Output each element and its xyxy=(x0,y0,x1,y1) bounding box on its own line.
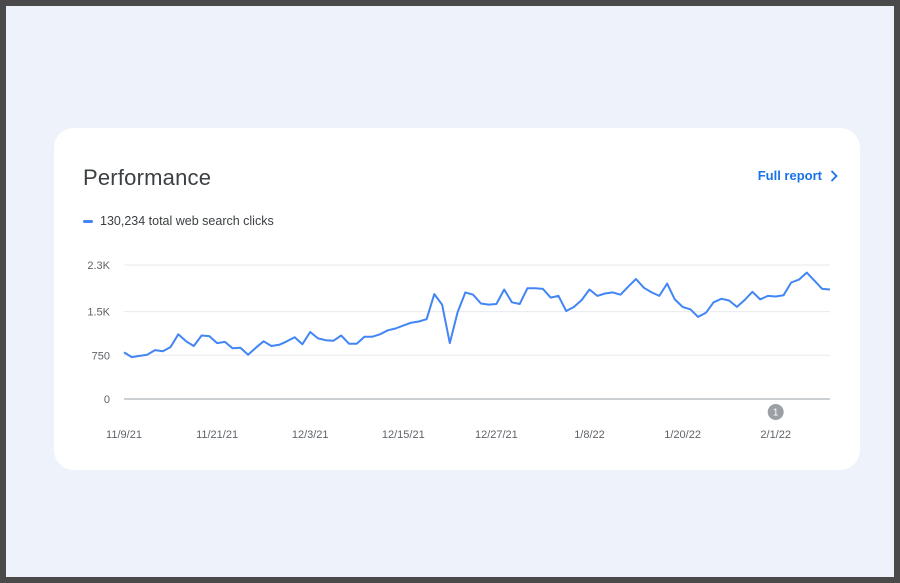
x-tick-label: 1/20/22 xyxy=(664,429,701,441)
full-report-label: Full report xyxy=(757,168,822,183)
x-tick-label: 12/3/21 xyxy=(292,429,329,441)
clicks-series-line xyxy=(123,271,831,359)
page-background: Performance Full report 130,234 total we… xyxy=(6,6,894,577)
y-tick-label: 1.5K xyxy=(87,307,110,319)
annotation-label: 1 xyxy=(773,408,779,419)
legend-label: 130,234 total web search clicks xyxy=(100,214,274,228)
full-report-link[interactable]: Full report xyxy=(758,168,838,183)
chart-legend: 130,234 total web search clicks xyxy=(83,214,274,228)
chevron-right-icon xyxy=(830,169,838,182)
x-tick-label: 12/15/21 xyxy=(382,429,425,441)
clicks-line-chart: 0 750 1.5K 2.3K 11/9/21 11/21/21 12/3/21 12/15/… xyxy=(87,260,831,441)
y-tick-label: 750 xyxy=(92,350,110,362)
y-tick-label: 2.3K xyxy=(87,260,110,272)
card-title: Performance xyxy=(83,165,212,190)
x-tick-label: 1/8/22 xyxy=(574,429,605,441)
x-tick-label: 11/9/21 xyxy=(106,429,142,441)
x-tick-label: 12/27/21 xyxy=(475,429,518,441)
performance-card: Performance Full report 130,234 total we… xyxy=(54,128,860,470)
x-tick-label: 11/21/21 xyxy=(196,429,238,441)
annotation-circle xyxy=(767,404,784,420)
y-tick-label: 0 xyxy=(104,394,110,406)
legend-swatch xyxy=(83,219,93,223)
annotation-marker[interactable]: 1 xyxy=(767,404,784,420)
x-tick-label: 2/1/22 xyxy=(760,429,791,441)
